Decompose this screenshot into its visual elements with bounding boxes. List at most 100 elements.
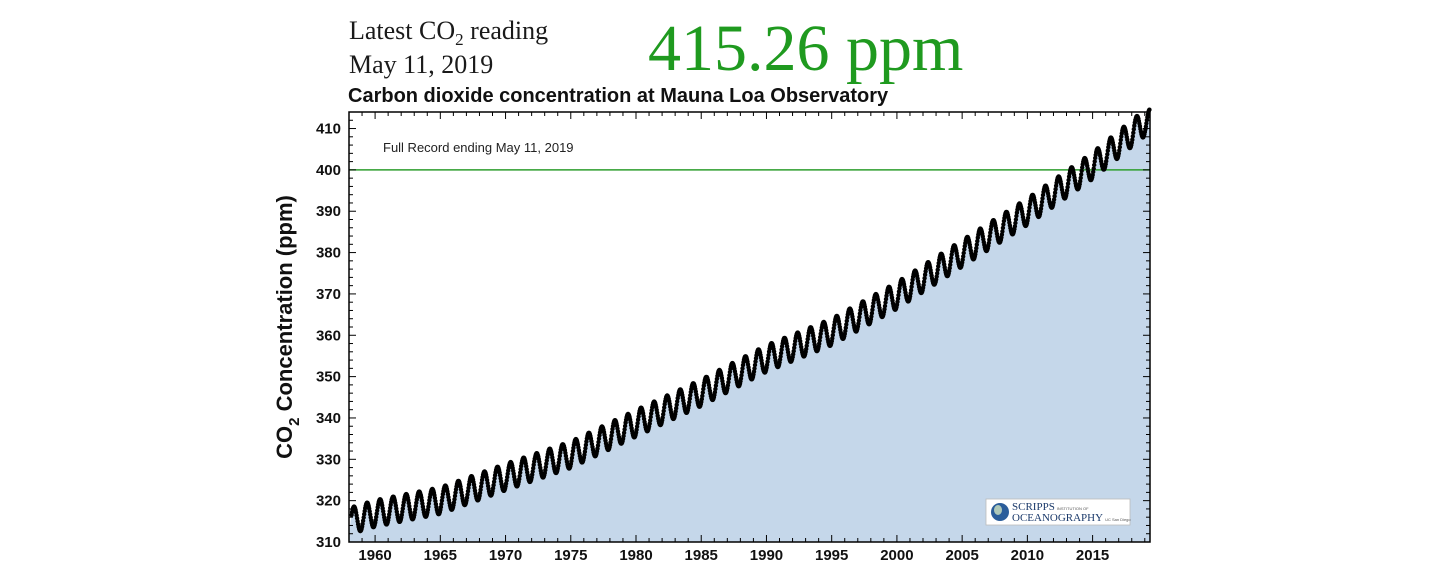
data-point: [830, 332, 835, 338]
data-point: [792, 345, 797, 350]
data-point: [752, 366, 757, 371]
data-point: [622, 427, 627, 432]
data-point: [1131, 127, 1137, 132]
data-point: [935, 267, 940, 272]
data-point: [974, 245, 979, 251]
data-point: [844, 318, 849, 324]
data-point: [1065, 181, 1071, 186]
data-point: [1130, 137, 1135, 142]
data-point: [1130, 134, 1136, 139]
data-point: [1078, 179, 1083, 184]
y-tick-label: 390: [316, 203, 341, 220]
svg-text:CO2 Concentration (ppm): CO2 Concentration (ppm): [272, 195, 303, 459]
data-point: [543, 464, 548, 470]
x-tick-label: 1970: [489, 547, 522, 564]
latest-reading-date: May 11, 2019: [349, 50, 494, 79]
data-point: [374, 514, 379, 520]
data-point: [1091, 166, 1096, 171]
y-tick-label: 360: [316, 327, 341, 344]
data-point: [908, 288, 914, 293]
data-point: [753, 359, 758, 364]
data-point: [1039, 199, 1045, 205]
data-point: [870, 304, 876, 309]
data-point: [765, 356, 771, 361]
chart-title: Carbon dioxide concentration at Mauna Lo…: [348, 85, 889, 107]
data-point: [426, 501, 432, 506]
data-point: [987, 237, 992, 242]
data-point: [792, 342, 797, 347]
data-point: [674, 406, 679, 411]
data-point: [895, 296, 901, 301]
data-point: [843, 325, 848, 330]
data-point: [583, 442, 589, 448]
data-point: [1092, 162, 1097, 168]
data-point: [544, 461, 549, 466]
data-point: [1065, 184, 1070, 190]
data-point: [1026, 208, 1032, 214]
data-point: [778, 350, 784, 356]
data-point: [556, 460, 561, 465]
data-point: [622, 423, 628, 429]
data-point: [465, 492, 470, 497]
data-point: [739, 369, 745, 375]
data-point: [634, 424, 640, 429]
data-point: [870, 307, 875, 312]
data-point: [922, 276, 927, 281]
data-point: [831, 326, 836, 331]
data-point: [1013, 217, 1019, 222]
data-point: [1013, 220, 1018, 226]
y-tick-label: 330: [316, 451, 341, 468]
data-point: [974, 242, 979, 247]
data-point: [831, 329, 836, 334]
data-point: [778, 354, 783, 359]
data-point: [1079, 172, 1084, 177]
data-point: [583, 446, 588, 451]
data-point: [635, 421, 640, 426]
y-tick-label: 400: [316, 162, 341, 179]
data-point: [1079, 168, 1084, 173]
data-point: [439, 498, 445, 503]
data-point: [739, 373, 744, 378]
data-point: [805, 340, 810, 345]
data-point: [752, 362, 758, 368]
data-point: [1000, 229, 1005, 234]
data-point: [491, 482, 496, 488]
data-point: [674, 402, 679, 407]
y-axis-label: CO2 Concentration (ppm): [272, 195, 303, 459]
data-point: [1001, 222, 1006, 227]
x-tick-label: 1990: [750, 547, 783, 564]
scripps-logo: SCRIPPS INSTITUTION OF OCEANOGRAPHY UC San…: [985, 498, 1131, 526]
data-point: [713, 383, 719, 388]
data-point: [936, 264, 941, 269]
data-point: [948, 259, 953, 264]
y-tick-label: 410: [316, 121, 341, 138]
data-point: [609, 433, 614, 438]
x-tick-label: 1995: [815, 547, 848, 564]
data-point: [726, 380, 731, 385]
data-point: [1027, 205, 1032, 210]
data-point: [1117, 144, 1123, 150]
data-point: [1014, 213, 1019, 219]
data-point: [1051, 197, 1057, 202]
y-tick-label: 340: [316, 410, 341, 427]
data-point: [687, 396, 692, 401]
data-point: [791, 348, 796, 354]
data-point: [883, 300, 888, 305]
x-tick-label: 1965: [424, 547, 457, 564]
data-point: [478, 484, 484, 489]
data-point: [962, 247, 967, 252]
data-point: [361, 515, 366, 520]
data-point: [909, 284, 914, 289]
data-point: [1147, 107, 1152, 112]
data-point: [700, 390, 705, 395]
data-point: [530, 469, 535, 474]
data-point: [1000, 225, 1006, 231]
data-point: [661, 412, 666, 417]
data-point: [987, 234, 992, 239]
data-point: [662, 405, 667, 410]
data-point: [596, 439, 601, 445]
data-point: [1078, 175, 1083, 181]
x-tick-label: 1985: [685, 547, 718, 564]
data-point: [452, 493, 458, 499]
